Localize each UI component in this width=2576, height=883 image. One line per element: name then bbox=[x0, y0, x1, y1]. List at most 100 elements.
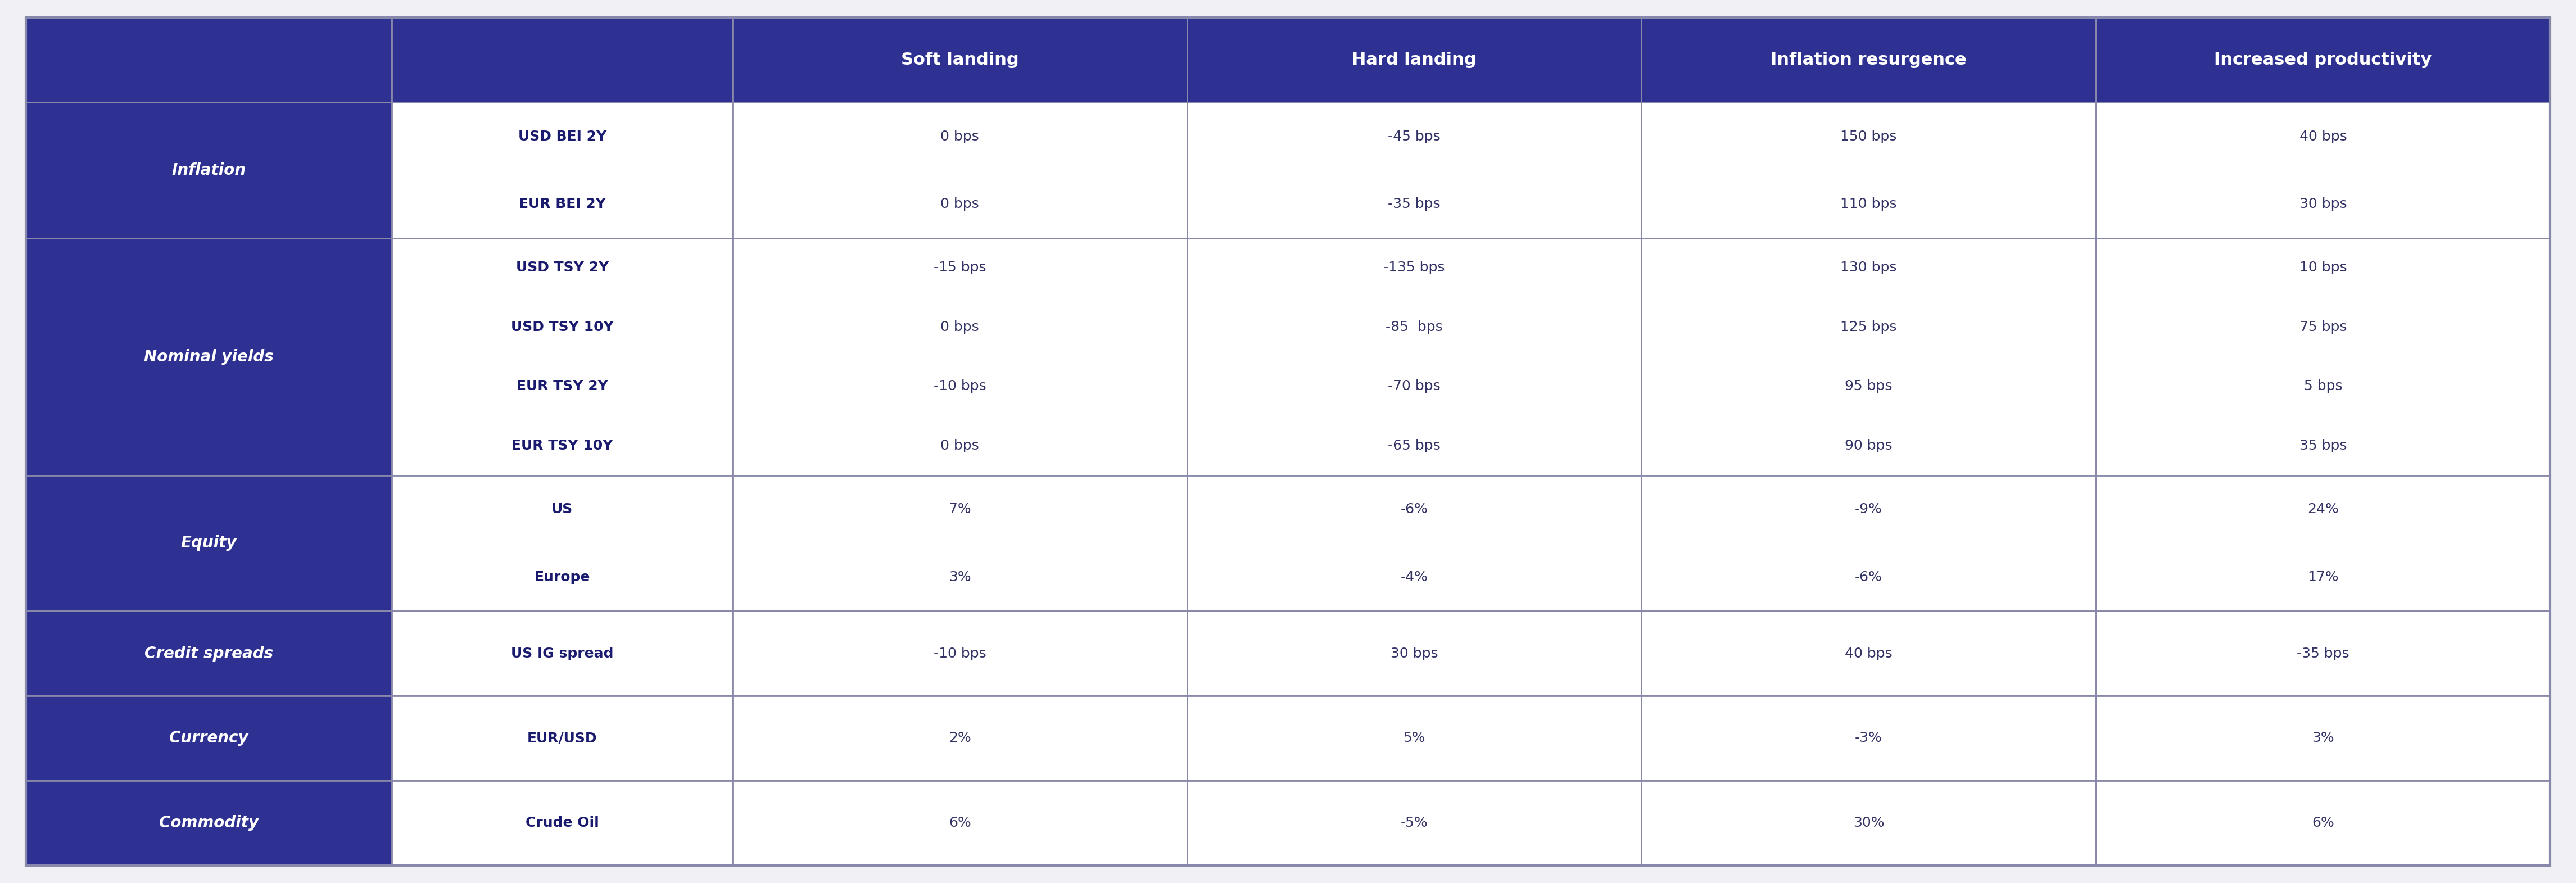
Text: -85  bps: -85 bps bbox=[1386, 321, 1443, 334]
Bar bbox=[2097, 475, 2550, 611]
Text: Soft landing: Soft landing bbox=[902, 52, 1018, 68]
Text: 5%: 5% bbox=[1404, 731, 1425, 745]
Bar bbox=[2097, 696, 2550, 781]
Text: 17%: 17% bbox=[2308, 570, 2339, 584]
Text: 0 bps: 0 bps bbox=[940, 439, 979, 452]
Text: Equity: Equity bbox=[180, 535, 237, 551]
Text: 110 bps: 110 bps bbox=[1839, 198, 1896, 211]
Text: -35 bps: -35 bps bbox=[1388, 198, 1440, 211]
Bar bbox=[1188, 18, 1641, 102]
Bar bbox=[1188, 611, 1641, 696]
Bar bbox=[2097, 611, 2550, 696]
Bar bbox=[732, 696, 1188, 781]
Bar bbox=[732, 475, 1188, 611]
Bar bbox=[1188, 781, 1641, 865]
Text: -135 bps: -135 bps bbox=[1383, 261, 1445, 275]
Bar bbox=[732, 18, 1188, 102]
Text: -3%: -3% bbox=[1855, 731, 1883, 745]
Bar bbox=[1188, 475, 1641, 611]
Text: -65 bps: -65 bps bbox=[1388, 439, 1440, 452]
Text: 7%: 7% bbox=[948, 502, 971, 516]
Text: EUR TSY 2Y: EUR TSY 2Y bbox=[515, 380, 608, 393]
Bar bbox=[26, 18, 392, 102]
Bar bbox=[2097, 18, 2550, 102]
Text: Credit spreads: Credit spreads bbox=[144, 645, 273, 661]
Bar bbox=[732, 611, 1188, 696]
Text: Inflation: Inflation bbox=[173, 162, 245, 178]
Text: 5 bps: 5 bps bbox=[2303, 380, 2342, 393]
Text: 3%: 3% bbox=[948, 570, 971, 584]
Text: 40 bps: 40 bps bbox=[2300, 130, 2347, 143]
Text: 125 bps: 125 bps bbox=[1839, 321, 1896, 334]
Bar bbox=[392, 475, 732, 611]
Bar bbox=[1641, 102, 2097, 238]
Bar bbox=[392, 238, 732, 475]
Text: 0 bps: 0 bps bbox=[940, 321, 979, 334]
Bar bbox=[26, 781, 392, 865]
Bar bbox=[1641, 18, 2097, 102]
Bar bbox=[26, 475, 392, 611]
Bar bbox=[1188, 696, 1641, 781]
Text: -5%: -5% bbox=[1401, 816, 1427, 830]
Text: USD TSY 2Y: USD TSY 2Y bbox=[515, 261, 608, 275]
Bar bbox=[392, 781, 732, 865]
Text: -4%: -4% bbox=[1401, 570, 1427, 584]
Text: 30%: 30% bbox=[1852, 816, 1883, 830]
Text: USD BEI 2Y: USD BEI 2Y bbox=[518, 130, 605, 143]
Text: 24%: 24% bbox=[2308, 502, 2339, 516]
Bar bbox=[1641, 475, 2097, 611]
Text: EUR/USD: EUR/USD bbox=[528, 731, 598, 745]
Text: 75 bps: 75 bps bbox=[2300, 321, 2347, 334]
Text: 2%: 2% bbox=[948, 731, 971, 745]
Text: 6%: 6% bbox=[2311, 816, 2334, 830]
Bar bbox=[2097, 102, 2550, 238]
Bar bbox=[392, 611, 732, 696]
Text: Currency: Currency bbox=[170, 730, 247, 746]
Text: USD TSY 10Y: USD TSY 10Y bbox=[510, 321, 613, 334]
Bar bbox=[26, 696, 392, 781]
Bar bbox=[26, 611, 392, 696]
Text: -10 bps: -10 bps bbox=[933, 646, 987, 660]
Text: 35 bps: 35 bps bbox=[2300, 439, 2347, 452]
Text: Crude Oil: Crude Oil bbox=[526, 816, 600, 830]
Bar bbox=[1641, 696, 2097, 781]
Text: Inflation resurgence: Inflation resurgence bbox=[1770, 52, 1965, 68]
Text: -6%: -6% bbox=[1855, 570, 1883, 584]
Text: Increased productivity: Increased productivity bbox=[2215, 52, 2432, 68]
Text: EUR TSY 10Y: EUR TSY 10Y bbox=[513, 439, 613, 452]
Bar bbox=[26, 102, 392, 238]
Text: 90 bps: 90 bps bbox=[1844, 439, 1893, 452]
Bar bbox=[1641, 238, 2097, 475]
Text: 30 bps: 30 bps bbox=[2300, 198, 2347, 211]
Text: EUR BEI 2Y: EUR BEI 2Y bbox=[518, 198, 605, 211]
Text: 95 bps: 95 bps bbox=[1844, 380, 1893, 393]
Text: 40 bps: 40 bps bbox=[1844, 646, 1893, 660]
Text: -70 bps: -70 bps bbox=[1388, 380, 1440, 393]
Text: US IG spread: US IG spread bbox=[510, 646, 613, 660]
Text: Europe: Europe bbox=[533, 570, 590, 584]
Text: Commodity: Commodity bbox=[160, 815, 258, 831]
Bar bbox=[2097, 238, 2550, 475]
Bar bbox=[732, 102, 1188, 238]
Bar bbox=[1641, 781, 2097, 865]
Bar bbox=[732, 238, 1188, 475]
Text: 0 bps: 0 bps bbox=[940, 130, 979, 143]
Text: US: US bbox=[551, 502, 572, 516]
Text: -6%: -6% bbox=[1401, 502, 1427, 516]
Bar bbox=[392, 102, 732, 238]
Text: 150 bps: 150 bps bbox=[1839, 130, 1896, 143]
Bar bbox=[1188, 102, 1641, 238]
Bar bbox=[2097, 781, 2550, 865]
Text: -45 bps: -45 bps bbox=[1388, 130, 1440, 143]
Text: Hard landing: Hard landing bbox=[1352, 52, 1476, 68]
Bar bbox=[392, 18, 732, 102]
Text: -35 bps: -35 bps bbox=[2298, 646, 2349, 660]
Text: 130 bps: 130 bps bbox=[1839, 261, 1896, 275]
Text: 10 bps: 10 bps bbox=[2300, 261, 2347, 275]
Text: 0 bps: 0 bps bbox=[940, 198, 979, 211]
Bar bbox=[392, 696, 732, 781]
Text: -15 bps: -15 bps bbox=[933, 261, 987, 275]
Text: 30 bps: 30 bps bbox=[1391, 646, 1437, 660]
Bar bbox=[26, 238, 392, 475]
Bar bbox=[1188, 238, 1641, 475]
